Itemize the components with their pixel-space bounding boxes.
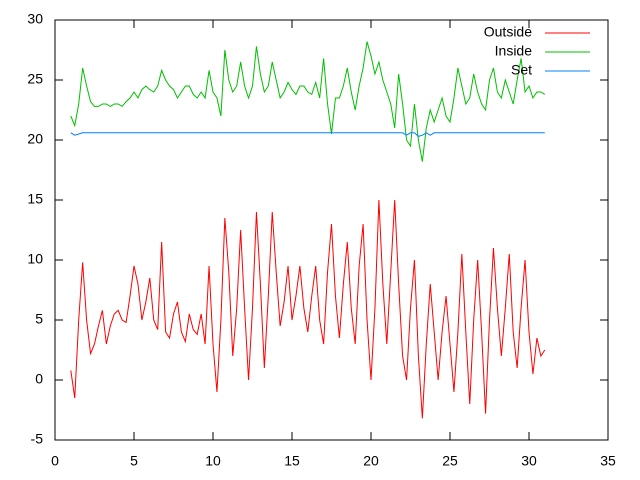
x-tick-label: 15 bbox=[284, 453, 300, 469]
plot-border bbox=[54, 19, 609, 441]
y-tick-label: 25 bbox=[27, 71, 43, 87]
x-tick-label: 30 bbox=[521, 453, 537, 469]
legend-label: Inside bbox=[495, 43, 533, 59]
x-tick-label: 20 bbox=[363, 453, 379, 469]
series-line bbox=[70, 132, 545, 137]
y-tick-label: 15 bbox=[27, 191, 43, 207]
y-tick-label: 5 bbox=[35, 311, 43, 327]
x-tick-label: 25 bbox=[442, 453, 458, 469]
x-tick-label: 5 bbox=[130, 453, 138, 469]
y-tick-label: -5 bbox=[31, 431, 44, 447]
y-tick-label: 10 bbox=[27, 251, 43, 267]
series-line bbox=[70, 199, 546, 419]
series-line bbox=[70, 41, 546, 162]
x-tick-label: 0 bbox=[51, 453, 59, 469]
y-tick-label: 30 bbox=[27, 11, 43, 27]
x-tick-label: 10 bbox=[205, 453, 221, 469]
legend-label: Outside bbox=[484, 24, 532, 40]
y-tick-label: 0 bbox=[35, 371, 43, 387]
y-tick-label: 20 bbox=[27, 131, 43, 147]
x-tick-label: 35 bbox=[600, 453, 616, 469]
legend-label: Set bbox=[511, 62, 532, 78]
